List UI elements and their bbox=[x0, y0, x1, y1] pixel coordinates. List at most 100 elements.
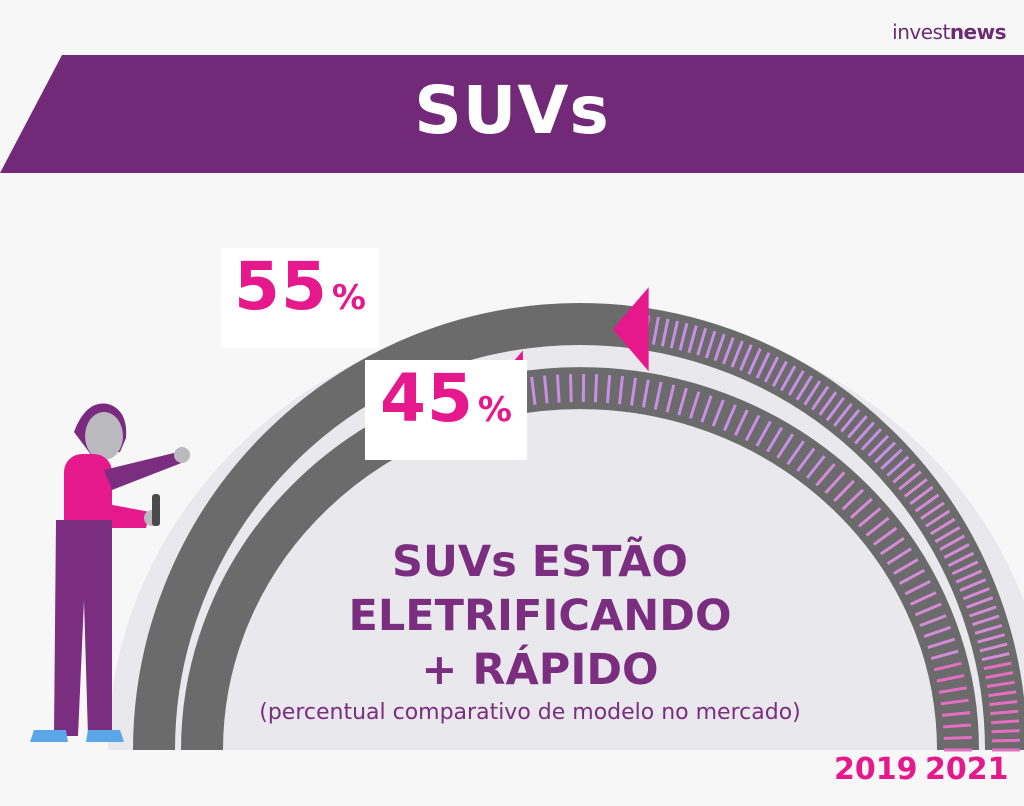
gauge-fill-tick-2021 bbox=[974, 623, 1003, 635]
gauge-fill-tick-2019 bbox=[879, 537, 905, 556]
gauge-fill-tick-2021 bbox=[880, 448, 903, 470]
gauge-fill-tick-2019 bbox=[886, 547, 912, 565]
gauge-fill-tick-2019 bbox=[653, 381, 663, 410]
gauge-fill-tick-2019 bbox=[923, 625, 952, 638]
gauge-fill-tick-2019 bbox=[618, 376, 624, 405]
gauge-fill-tick-2019 bbox=[606, 374, 612, 404]
title-banner: SUVs bbox=[0, 55, 1024, 173]
banner-shape bbox=[0, 55, 1024, 173]
value-label-2019: 45% bbox=[365, 360, 527, 460]
gauge-fill-tick-2021 bbox=[669, 320, 679, 349]
gauge-fill-tick-2019 bbox=[914, 602, 942, 617]
gauge-fill-tick-2019 bbox=[543, 375, 549, 404]
gauge-fill-tick-2019 bbox=[700, 395, 713, 423]
gauge-fill-tick-2021 bbox=[873, 441, 896, 464]
gauge-fill-tick-2021 bbox=[755, 352, 771, 379]
gauge-fill-tick-2019 bbox=[641, 379, 650, 408]
gauge-fill-tick-2019 bbox=[677, 387, 688, 416]
gauge-fill-tick-2021 bbox=[678, 322, 689, 351]
gauge-fill-tick-2021 bbox=[660, 318, 670, 347]
gauge-fill-tick-2021 bbox=[943, 543, 970, 559]
gauge-fill-tick-2019 bbox=[940, 698, 969, 706]
gauge-track-2021 bbox=[133, 303, 1024, 751]
gauge-fill-tick-2021 bbox=[990, 709, 1019, 716]
gauge-fill-tick-2021 bbox=[886, 455, 910, 477]
gauge-fill-tick-2021 bbox=[955, 569, 983, 584]
worker-overalls bbox=[54, 520, 112, 736]
gauge-fill-tick-2021 bbox=[951, 560, 979, 576]
gauge-fill-tick-2021 bbox=[991, 729, 1020, 734]
gauge-fill-tick-2021 bbox=[983, 661, 1012, 671]
gauge-fill-tick-2021 bbox=[930, 517, 956, 536]
gauge-fill-tick-2021 bbox=[977, 633, 1005, 644]
gauge-fill-tick-2021 bbox=[991, 738, 1020, 743]
gauge-fill-tick-2019 bbox=[766, 426, 784, 453]
gauge-fill-tick-2021 bbox=[947, 551, 975, 568]
gauge-fill-tick-2019 bbox=[872, 526, 898, 546]
gauge-fill-tick-2021 bbox=[991, 719, 1020, 725]
gauge-fill-tick-2021 bbox=[972, 614, 1000, 627]
gauge-fill-tick-2019 bbox=[841, 488, 865, 511]
gauge-fill-tick-2021 bbox=[763, 356, 780, 383]
gauge-fill-tick-2019 bbox=[688, 391, 701, 419]
headline-line-2: ELETRIFICANDO bbox=[348, 591, 732, 641]
headline-line-1: SUVs ESTÃO bbox=[392, 537, 688, 587]
gauge-fill-tick-2019 bbox=[815, 463, 836, 487]
gauge-fill-tick-2021 bbox=[989, 700, 1018, 707]
value-label-2021: 55% bbox=[221, 248, 379, 348]
gauge-fill-tick-2021 bbox=[810, 385, 830, 411]
gauge-fill-tick-2021 bbox=[969, 605, 997, 618]
gauge-fill-tick-2021 bbox=[892, 463, 916, 484]
gauge-fill-tick-2021 bbox=[934, 526, 961, 543]
gauge-fill-tick-2019 bbox=[665, 384, 676, 413]
gauge-fill-tick-2021 bbox=[925, 509, 951, 528]
gauge-fill-tick-2019 bbox=[755, 420, 772, 447]
gauge-fill-tick-2021 bbox=[739, 344, 753, 372]
gauge-fill-tick-2019 bbox=[936, 674, 965, 683]
gauge-fill-tick-2019 bbox=[898, 568, 926, 585]
headline-subtitle: (percentual comparativo de modelo no mer… bbox=[259, 700, 801, 725]
gauge-fill-tick-2019 bbox=[909, 591, 937, 606]
gauge-fill-tick-2021 bbox=[747, 347, 762, 375]
gauge-fill-tick-2019 bbox=[805, 455, 826, 479]
gauge-fill-tick-2021 bbox=[825, 396, 845, 422]
investnews-logo: investnews bbox=[892, 20, 1006, 44]
year-label-2019: 2019 bbox=[834, 752, 918, 787]
gauge-fill-tick-2021 bbox=[833, 402, 853, 427]
gauge-fill-tick-2019 bbox=[919, 614, 947, 628]
value-2019-unit: % bbox=[477, 390, 512, 430]
logo-text-bold: news bbox=[949, 20, 1007, 44]
gauge-fill-tick-2021 bbox=[939, 534, 966, 551]
gauge-fill-tick-2021 bbox=[920, 501, 945, 520]
gauge-fill-tick-2019 bbox=[833, 479, 855, 503]
gauge-fill-tick-2021 bbox=[854, 421, 876, 445]
gauge-fill-tick-2021 bbox=[779, 365, 797, 392]
worker-head bbox=[85, 412, 123, 460]
gauge-fill-tick-2021 bbox=[704, 330, 717, 359]
gauge-fill-tick-2021 bbox=[959, 578, 987, 592]
gauge-fill-tick-2021 bbox=[985, 671, 1014, 680]
gauge-fill-tick-2021 bbox=[696, 327, 708, 356]
year-label-2021: 2021 bbox=[925, 752, 1009, 787]
gauge-fill-tick-2021 bbox=[818, 391, 838, 416]
gauge-fill-tick-2019 bbox=[849, 497, 873, 519]
gauge-fill-tick-2021 bbox=[713, 333, 726, 362]
worker-hand-top bbox=[174, 447, 190, 463]
logo-text-light: invest bbox=[892, 20, 950, 44]
gauge-fill-tick-2021 bbox=[771, 360, 788, 387]
gauge-fill-tick-2021 bbox=[795, 375, 813, 401]
gauge-fill-tick-2021 bbox=[986, 680, 1016, 688]
gauge-fill-tick-2019 bbox=[796, 447, 816, 472]
gauge-fill-tick-2021 bbox=[722, 337, 735, 365]
gauge-fill-tick-2021 bbox=[840, 408, 861, 433]
gauge-fill-tick-2021 bbox=[651, 316, 660, 345]
gauge-fill-tick-2021 bbox=[860, 428, 883, 451]
value-2021-unit: % bbox=[331, 278, 366, 318]
gauge-fill-tick-2021 bbox=[909, 485, 934, 506]
gauge-fill-tick-2021 bbox=[981, 652, 1010, 662]
gauge-fill-tick-2021 bbox=[867, 434, 890, 457]
gauge-fill-tick-2019 bbox=[569, 374, 573, 403]
gauge-fill-tick-2021 bbox=[988, 690, 1017, 698]
gauge-fill-tick-2019 bbox=[593, 374, 599, 403]
